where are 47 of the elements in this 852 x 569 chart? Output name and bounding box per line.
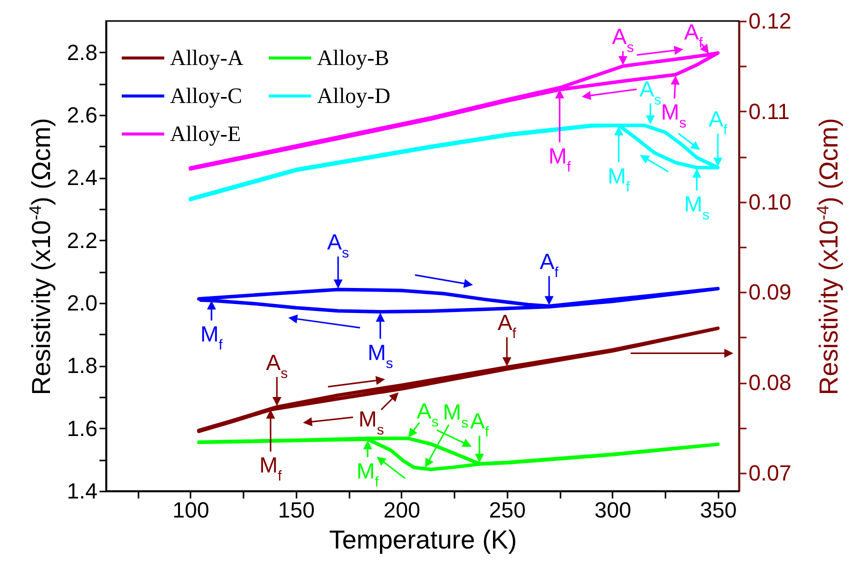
annotation: A$_{f}$: [684, 20, 703, 52]
annotation: A$_{s}$: [612, 24, 634, 56]
annotation: M$_{s}$: [442, 399, 468, 432]
y-tick-label: 2.6: [66, 102, 98, 128]
x-tick-label: 200: [384, 498, 420, 522]
y-tick-label: 2.2: [66, 228, 98, 253]
annotation: M$_{s}$: [358, 406, 384, 439]
y-tick-label: 1.4: [66, 478, 98, 504]
annotation: A$_{s}$: [327, 230, 350, 262]
legend-label: Alloy-C: [170, 83, 242, 108]
y-tick-label: 2.8: [66, 40, 98, 65]
annotation: M$_{f}$: [200, 322, 223, 354]
y2-tick-label: 0.09: [748, 280, 792, 305]
x-tick-label: 150: [278, 498, 315, 522]
annotation: A$_{f}$: [708, 106, 728, 139]
y-tick-label: 2.0: [66, 290, 98, 316]
x-tick-label: 250: [489, 498, 526, 522]
annotation: M$_{s}$: [368, 340, 394, 372]
legend-label: Alloy-D: [317, 83, 390, 108]
y2-tick-label: 0.10: [748, 189, 792, 214]
annotation: M$_{f}$: [356, 458, 379, 490]
annotation: M$_{s}$: [660, 100, 686, 132]
y-tick-label: 1.8: [66, 353, 98, 378]
y2-tick-label: 0.08: [748, 370, 792, 396]
annotation: M$_{f}$: [608, 163, 630, 196]
y-tick-label: 1.6: [66, 416, 98, 441]
annotation: M$_{f}$: [259, 452, 282, 485]
x-tick-label: 350: [700, 498, 737, 522]
annotation: M$_{s}$: [684, 192, 710, 224]
x-axis-title: Temperature (K): [329, 524, 517, 554]
x-tick-label: 100: [172, 498, 210, 522]
annotation: A$_{f}$: [540, 249, 558, 282]
annotation: A$_{f}$: [498, 310, 516, 342]
annotation: M$_{f}$: [548, 143, 571, 176]
annotation: A$_{s}$: [639, 76, 662, 108]
annotation: A$_{s}$: [266, 350, 288, 382]
legend-label: Alloy-A: [170, 45, 244, 70]
line-series: [197, 286, 720, 314]
y2-tick-label: 0.07: [748, 460, 792, 486]
legend-label: Alloy-E: [170, 121, 241, 146]
annotation: A$_{f}$: [470, 408, 489, 441]
legend-label: Alloy-B: [317, 45, 390, 70]
annotation: A$_{s}$: [416, 398, 439, 430]
y2-tick-label: 0.12: [748, 8, 792, 34]
y2-tick-label: 0.11: [748, 98, 790, 124]
y-tick-label: 2.4: [66, 165, 98, 190]
x-tick-label: 300: [594, 498, 632, 522]
